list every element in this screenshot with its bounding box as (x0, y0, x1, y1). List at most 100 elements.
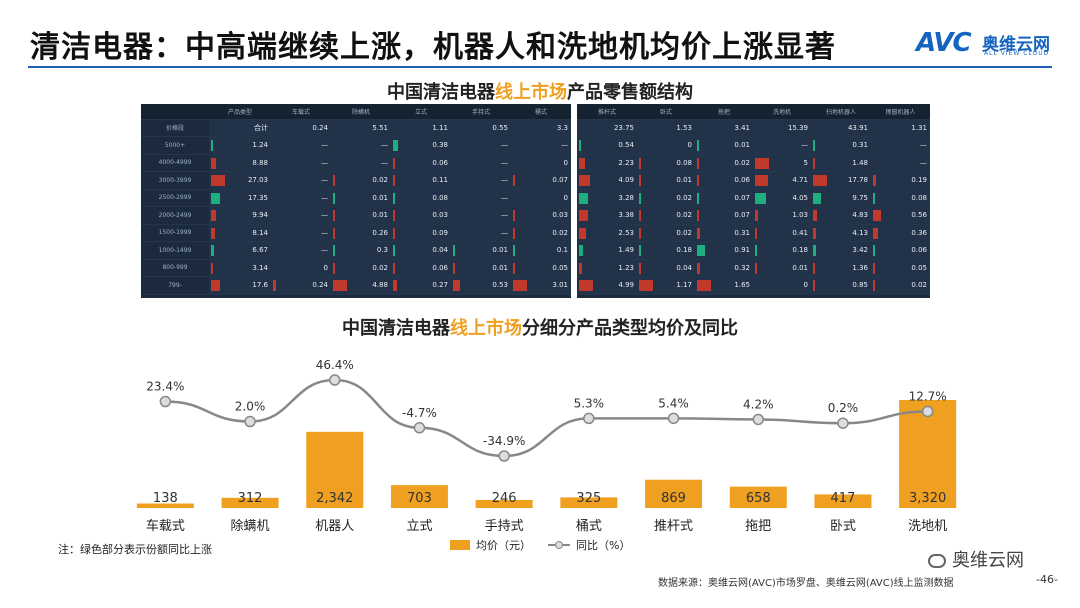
table-header: 扫地机器人 (811, 104, 871, 120)
wechat-icon (928, 554, 946, 568)
cell-bar (873, 262, 875, 274)
table-cell: 0.07 (695, 206, 753, 225)
table-cell: 0.3 (331, 241, 391, 260)
table-row: 0.54 0 0.01 — 0.31 — (577, 136, 930, 155)
cell-bar (813, 227, 817, 239)
cell-bar (211, 262, 213, 274)
yoy-point (159, 395, 172, 408)
cell-bar (393, 262, 395, 274)
cell-bar (813, 280, 815, 291)
table-cell: 0.09 (391, 224, 451, 242)
bar-value-label: 138 (153, 491, 178, 506)
cell-bar (639, 157, 641, 169)
cell-value: 5.51 (372, 123, 388, 132)
table-cell: 5 (753, 154, 811, 172)
cell-value: 0.06 (432, 158, 448, 167)
cell-bar (697, 280, 711, 291)
table-cell: 0.02 (637, 189, 695, 207)
cell-bar (333, 280, 347, 291)
cell-value: 4.88 (372, 281, 388, 290)
cell-bar (211, 210, 217, 221)
cell-bar (333, 210, 335, 221)
table-cell: — (451, 189, 511, 207)
table-header (141, 104, 209, 120)
bar (729, 486, 787, 508)
table-cell: 0 (753, 276, 811, 295)
cell-bar (697, 157, 699, 169)
cell-value: 8.88 (252, 158, 268, 167)
table-cell: 1.49 (577, 241, 637, 260)
cell-bar (273, 280, 277, 291)
cell-value: 3.14 (252, 263, 268, 272)
cell-value: 0 (323, 263, 328, 272)
cell-value: — (321, 176, 328, 185)
cell-value: 4.13 (852, 228, 868, 237)
cell-value: 17.35 (247, 193, 268, 202)
x-tick-label: 机器人 (315, 519, 354, 534)
cell-value: 0.06 (734, 176, 750, 185)
table-cell: 0.02 (637, 206, 695, 225)
x-tick-label: 桶式 (576, 519, 602, 534)
table-cell: 3.28 (577, 189, 637, 207)
cell-value: 4.05 (792, 193, 808, 202)
cell-value: 0.02 (372, 176, 388, 185)
table-cell: 799- (141, 276, 209, 295)
wechat-name: 奥维云网 (952, 550, 1024, 571)
table-row: 3.38 0.02 0.07 1.03 4.83 0.56 (577, 206, 930, 225)
cell-value: 0.24 (312, 123, 328, 132)
cell-value: 0.01 (792, 263, 808, 272)
table-cell: 0.05 (871, 259, 930, 277)
yoy-point (413, 422, 426, 434)
cell-bar (755, 227, 757, 239)
table-row: 4.09 0.01 0.06 4.71 17.78 0.19 (577, 171, 930, 190)
table-cell: 1.24 (209, 136, 271, 155)
cell-bar (513, 210, 515, 221)
cell-value: 1.23 (618, 263, 634, 272)
cell-value: 0.02 (372, 263, 388, 272)
cell-bar (513, 227, 515, 239)
cell-value: 0.07 (734, 211, 750, 220)
table-cell: 合计 (209, 119, 271, 137)
cell-value: — (501, 141, 508, 150)
x-tick-label: 推杆式 (654, 519, 693, 534)
cell-value: 0.1 (556, 246, 568, 255)
cell-value: — (381, 141, 388, 150)
price-yoy-chart: 138 车载式 312 除螨机 2,342 机器人 703 立式 246 手持式 325 桶式 869 推… (136, 358, 957, 552)
table-cell: 0 (271, 259, 331, 277)
table-row: 3000-3999 27.03 — 0.02 0.11 — 0.07 (141, 171, 571, 190)
bar (814, 494, 872, 508)
table-cell: 0.08 (637, 154, 695, 172)
cell-value: 0.03 (552, 211, 568, 220)
logo-cn: 奥维云网 (982, 35, 1050, 55)
table-cell: 3.38 (577, 206, 637, 225)
cell-bar (211, 175, 225, 186)
cell-value: 0.31 (734, 228, 750, 237)
cell-value: 0.02 (676, 211, 692, 220)
bar-value-label: 3,320 (909, 491, 946, 506)
table-cell: — (753, 136, 811, 155)
cell-value: 2.53 (618, 228, 634, 237)
cell-bar (639, 245, 642, 256)
bar-value-label: 869 (661, 491, 686, 506)
cell-value: 1.31 (911, 123, 927, 132)
cell-bar (513, 280, 527, 291)
cell-value: 27.03 (247, 176, 268, 185)
table-cell: 0.01 (451, 259, 511, 277)
x-tick-label: 除螨机 (231, 519, 270, 534)
page-number: -46- (1036, 573, 1058, 586)
cell-value: 9.75 (852, 193, 868, 202)
cell-value: 4.83 (852, 211, 868, 220)
cell-bar (755, 210, 758, 221)
table-cell: 0 (511, 189, 571, 207)
table-cell: — (451, 224, 511, 242)
cell-value: 0.31 (852, 141, 868, 150)
cell-bar (211, 245, 215, 256)
cell-value: 0.02 (676, 228, 692, 237)
table-cell: 1.23 (577, 259, 637, 277)
table-cell: 1.31 (871, 119, 930, 137)
cell-bar (453, 280, 461, 291)
cell-value: 0.01 (372, 211, 388, 220)
table-cell: 0.05 (511, 259, 571, 277)
cell-bar (873, 245, 875, 256)
cell-bar (393, 280, 397, 291)
